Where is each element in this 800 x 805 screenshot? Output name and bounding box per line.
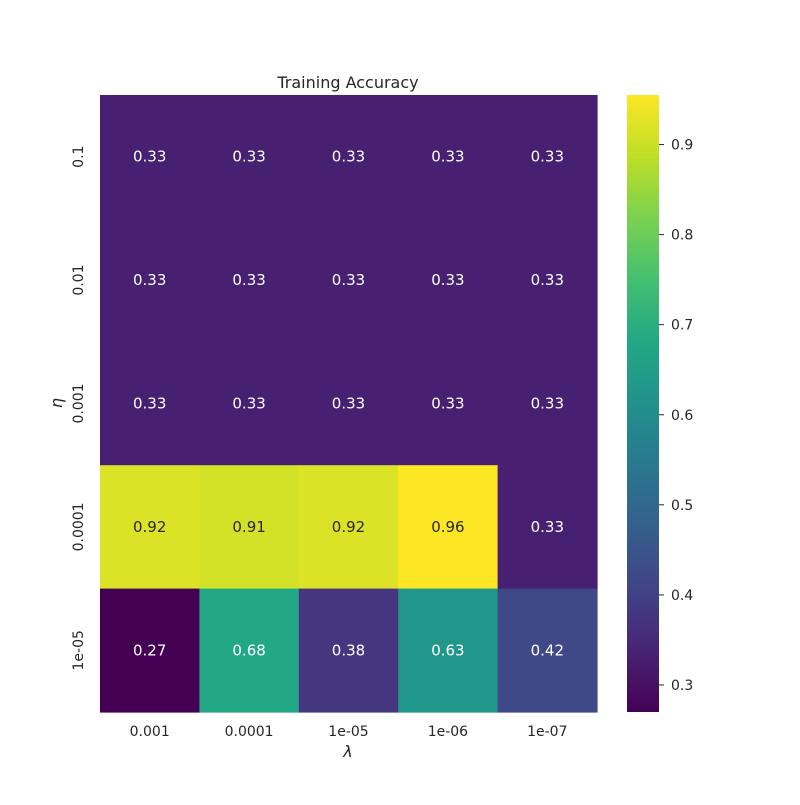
chart-title: Training Accuracy: [276, 73, 418, 92]
cell-value-label: 0.33: [531, 395, 564, 413]
cell-value-label: 0.42: [531, 641, 564, 659]
colorbar-tick-label: 0.4: [671, 588, 693, 604]
cell-value-label: 0.92: [133, 518, 166, 536]
heatmap-cell: [199, 465, 300, 590]
y-axis-ticks: 0.1 0.01 0.001 0.0001 1e-05: [71, 146, 87, 671]
colorbar-tick-label: 0.9: [671, 138, 693, 154]
colorbar-tick-label: 0.7: [671, 318, 693, 334]
cell-value-label: 0.33: [431, 395, 464, 413]
heatmap-cell: [100, 218, 200, 343]
heatmap-cell: [497, 341, 598, 466]
colorbar-tick-label: 0.5: [671, 498, 693, 514]
colorbar-tick-label: 0.3: [671, 678, 693, 694]
cell-value-label: 0.33: [332, 271, 365, 289]
cell-value-label: 0.33: [431, 271, 464, 289]
heatmap-cell: [298, 341, 399, 466]
heatmap-cell: [398, 588, 499, 713]
cell-value-label: 0.92: [332, 518, 365, 536]
cell-value-label: 0.33: [133, 148, 166, 166]
heatmap-cell: [497, 218, 598, 343]
x-tick-label: 1e-06: [428, 724, 468, 740]
heatmap-cell: [398, 341, 499, 466]
x-axis-ticks: 0.001 0.0001 1e-05 1e-06 1e-07: [130, 724, 568, 740]
heatmap-cell: [398, 465, 499, 590]
cell-value-label: 0.33: [232, 395, 265, 413]
heatmap-cell: [398, 95, 499, 219]
heatmap-cell: [497, 588, 598, 713]
x-tick-label: 1e-05: [328, 724, 368, 740]
cell-value-label: 0.33: [431, 148, 464, 166]
heatmap-cells: [100, 95, 598, 713]
cell-value-label: 0.27: [133, 641, 166, 659]
y-tick-label: 0.1: [71, 146, 87, 168]
cell-value-label: 0.33: [232, 148, 265, 166]
heatmap-cell: [199, 218, 300, 343]
colorbar-tick-label: 0.8: [671, 228, 693, 244]
cell-value-label: 0.33: [531, 271, 564, 289]
colorbar-tick-label: 0.6: [671, 408, 693, 424]
heatmap-cell: [298, 588, 399, 713]
x-axis-title: λ: [342, 742, 352, 761]
y-tick-label: 0.001: [71, 383, 87, 423]
cell-value-label: 0.33: [133, 271, 166, 289]
x-tick-label: 0.0001: [225, 724, 274, 740]
heatmap-cell: [298, 465, 399, 590]
y-axis-title: η: [47, 398, 66, 408]
y-tick-label: 0.0001: [71, 502, 87, 551]
cell-value-label: 0.33: [133, 395, 166, 413]
y-tick-label: 0.01: [71, 265, 87, 296]
heatmap-cell: [199, 341, 300, 466]
heatmap-cell: [497, 95, 598, 219]
cell-value-label: 0.38: [332, 641, 365, 659]
cell-value-label: 0.68: [232, 641, 265, 659]
heatmap-cell: [199, 588, 300, 713]
cell-value-label: 0.91: [232, 518, 265, 536]
cell-value-label: 0.96: [431, 518, 464, 536]
x-tick-label: 0.001: [130, 724, 170, 740]
colorbar: [627, 95, 659, 712]
cell-value-label: 0.33: [531, 148, 564, 166]
cell-value-label: 0.33: [232, 271, 265, 289]
heatmap-cell: [100, 95, 200, 219]
cell-value-label: 0.33: [531, 518, 564, 536]
cell-value-label: 0.33: [332, 395, 365, 413]
heatmap-cell: [497, 465, 598, 590]
heatmap-cell-labels: 0.33 0.33 0.33 0.33 0.33 0.33 0.33 0.33 0.33 0.33…: [133, 148, 564, 660]
colorbar-ticks: 0.3 0.4 0.5 0.6 0.7 0.8 0.9: [659, 138, 693, 694]
heatmap-cell: [100, 465, 200, 590]
heatmap-cell: [100, 341, 200, 466]
x-tick-label: 1e-07: [527, 724, 567, 740]
heatmap-cell: [199, 95, 300, 219]
heatmap-cell: [298, 95, 399, 219]
cell-value-label: 0.63: [431, 641, 464, 659]
y-tick-label: 1e-05: [71, 630, 87, 670]
heatmap-cell: [298, 218, 399, 343]
heatmap-cell: [398, 218, 499, 343]
cell-value-label: 0.33: [332, 148, 365, 166]
heatmap-cell: [100, 588, 200, 713]
